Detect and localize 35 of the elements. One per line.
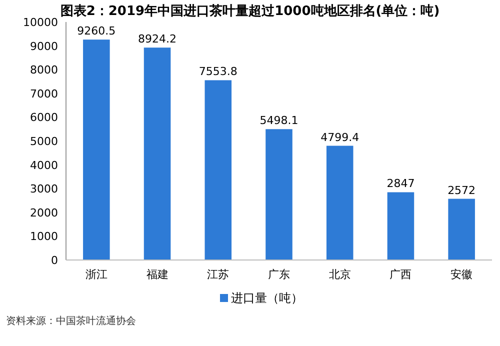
y-tick-label: 3000 [30, 182, 58, 196]
bar [266, 129, 292, 260]
y-tick-label: 10000 [23, 16, 58, 29]
bar [144, 48, 171, 260]
data-label: 9260.5 [77, 24, 116, 38]
bar [326, 146, 354, 260]
data-label: 7553.8 [198, 65, 238, 78]
data-label: 8924.2 [138, 32, 177, 46]
data-label: 2572 [448, 184, 476, 197]
y-tick-label: 1000 [30, 230, 58, 244]
bar [387, 192, 414, 260]
text: 资料来源：中国茶叶流通协会 [6, 315, 136, 327]
x-tick-label: 广东 [268, 268, 290, 281]
y-tick-label: 7000 [30, 87, 58, 100]
x-tick-label: 福建 [146, 268, 168, 281]
data-label: 2847 [386, 177, 415, 190]
bar [83, 40, 110, 260]
y-tick-label: 5000 [30, 135, 58, 148]
y-tick-label: 2000 [30, 206, 58, 220]
y-tick-label: 4000 [30, 158, 58, 172]
bar [204, 80, 232, 260]
y-tick-label: 8000 [30, 64, 58, 77]
x-tick-label: 浙江 [85, 268, 108, 281]
x-tick-label: 安徽 [450, 268, 473, 281]
y-tick-label: 0 [51, 254, 58, 267]
data-label: 4799.4 [320, 130, 360, 144]
legend-label: 进口量（吨） [231, 291, 303, 305]
x-tick-label: 北京 [328, 268, 351, 281]
bar [448, 198, 475, 260]
x-tick-label: 江苏 [207, 268, 230, 281]
y-tick-label: 6000 [30, 111, 58, 124]
data-label: 5498.1 [260, 114, 298, 128]
y-tick-label: 9000 [30, 40, 58, 53]
x-tick-label: 广西 [390, 268, 412, 281]
chart-title: 图表2：2019年中国进口茶叶量超过1000吨地区排名(单位：吨) [60, 3, 440, 19]
